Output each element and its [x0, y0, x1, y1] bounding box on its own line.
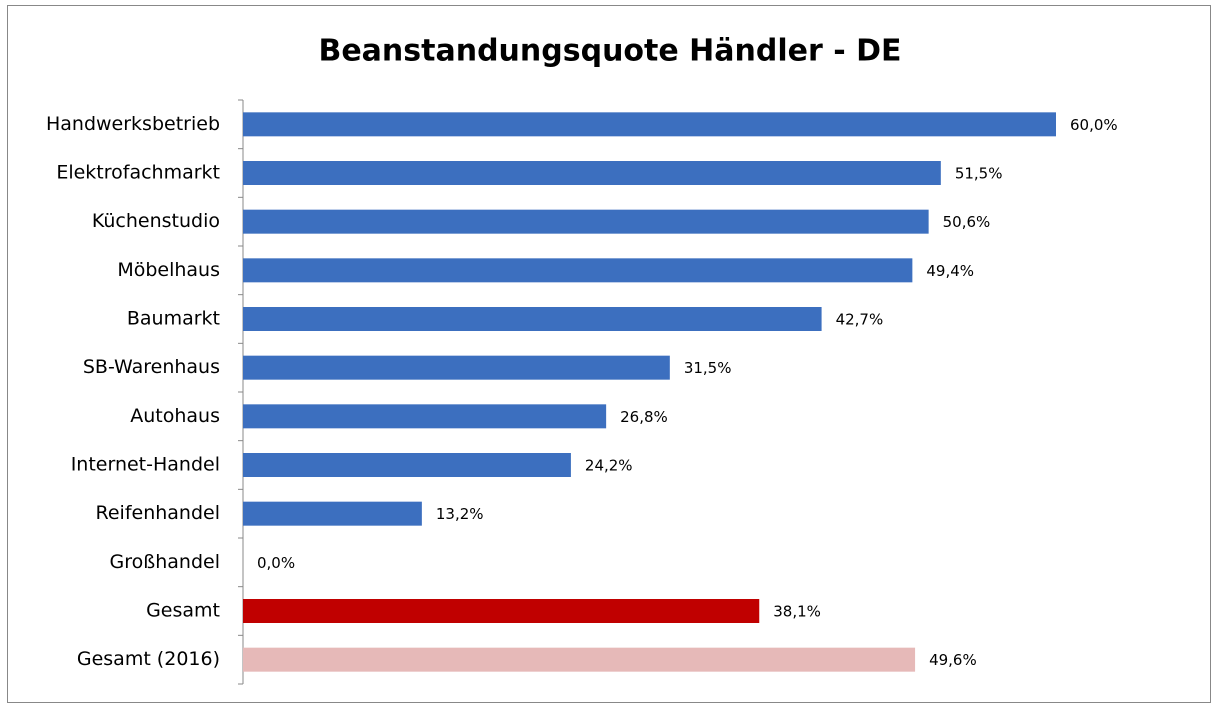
category-label: Elektrofachmarkt — [56, 162, 220, 184]
category-label: Großhandel — [110, 551, 220, 573]
category-label: Autohaus — [130, 405, 220, 427]
category-label: Reifenhandel — [96, 502, 221, 524]
bar — [243, 209, 929, 234]
category-label: Baumarkt — [127, 308, 220, 330]
category-label: Gesamt — [146, 600, 220, 622]
value-label: 38,1% — [773, 603, 821, 621]
category-label: Gesamt (2016) — [77, 648, 220, 670]
bar — [243, 307, 822, 331]
category-label: Internet-Handel — [71, 454, 220, 476]
value-label: 31,5% — [684, 359, 732, 377]
value-label: 42,7% — [836, 311, 884, 329]
bar — [243, 404, 607, 429]
value-label: 13,2% — [436, 505, 484, 523]
bar — [243, 112, 1056, 137]
bar — [243, 453, 571, 477]
bar — [243, 599, 760, 623]
value-label: 24,2% — [585, 457, 633, 475]
category-label: Möbelhaus — [117, 259, 220, 281]
value-label: 49,4% — [926, 262, 974, 280]
chart-title: Beanstandungsquote Händler - DE — [318, 34, 901, 69]
value-label: 50,6% — [943, 213, 991, 231]
value-label: 60,0% — [1070, 116, 1118, 134]
bar — [243, 501, 422, 526]
bar — [243, 258, 913, 283]
bar — [243, 647, 916, 672]
category-label: Küchenstudio — [92, 210, 220, 232]
bar — [243, 161, 941, 185]
category-label: Handwerksbetrieb — [46, 113, 220, 135]
value-label: 26,8% — [620, 408, 668, 426]
bar — [243, 355, 670, 380]
category-label: SB-Warenhaus — [83, 356, 220, 378]
chart-border — [7, 5, 1211, 703]
value-label: 49,6% — [929, 651, 977, 669]
value-label: 51,5% — [955, 165, 1003, 183]
value-label: 0,0% — [257, 554, 295, 572]
